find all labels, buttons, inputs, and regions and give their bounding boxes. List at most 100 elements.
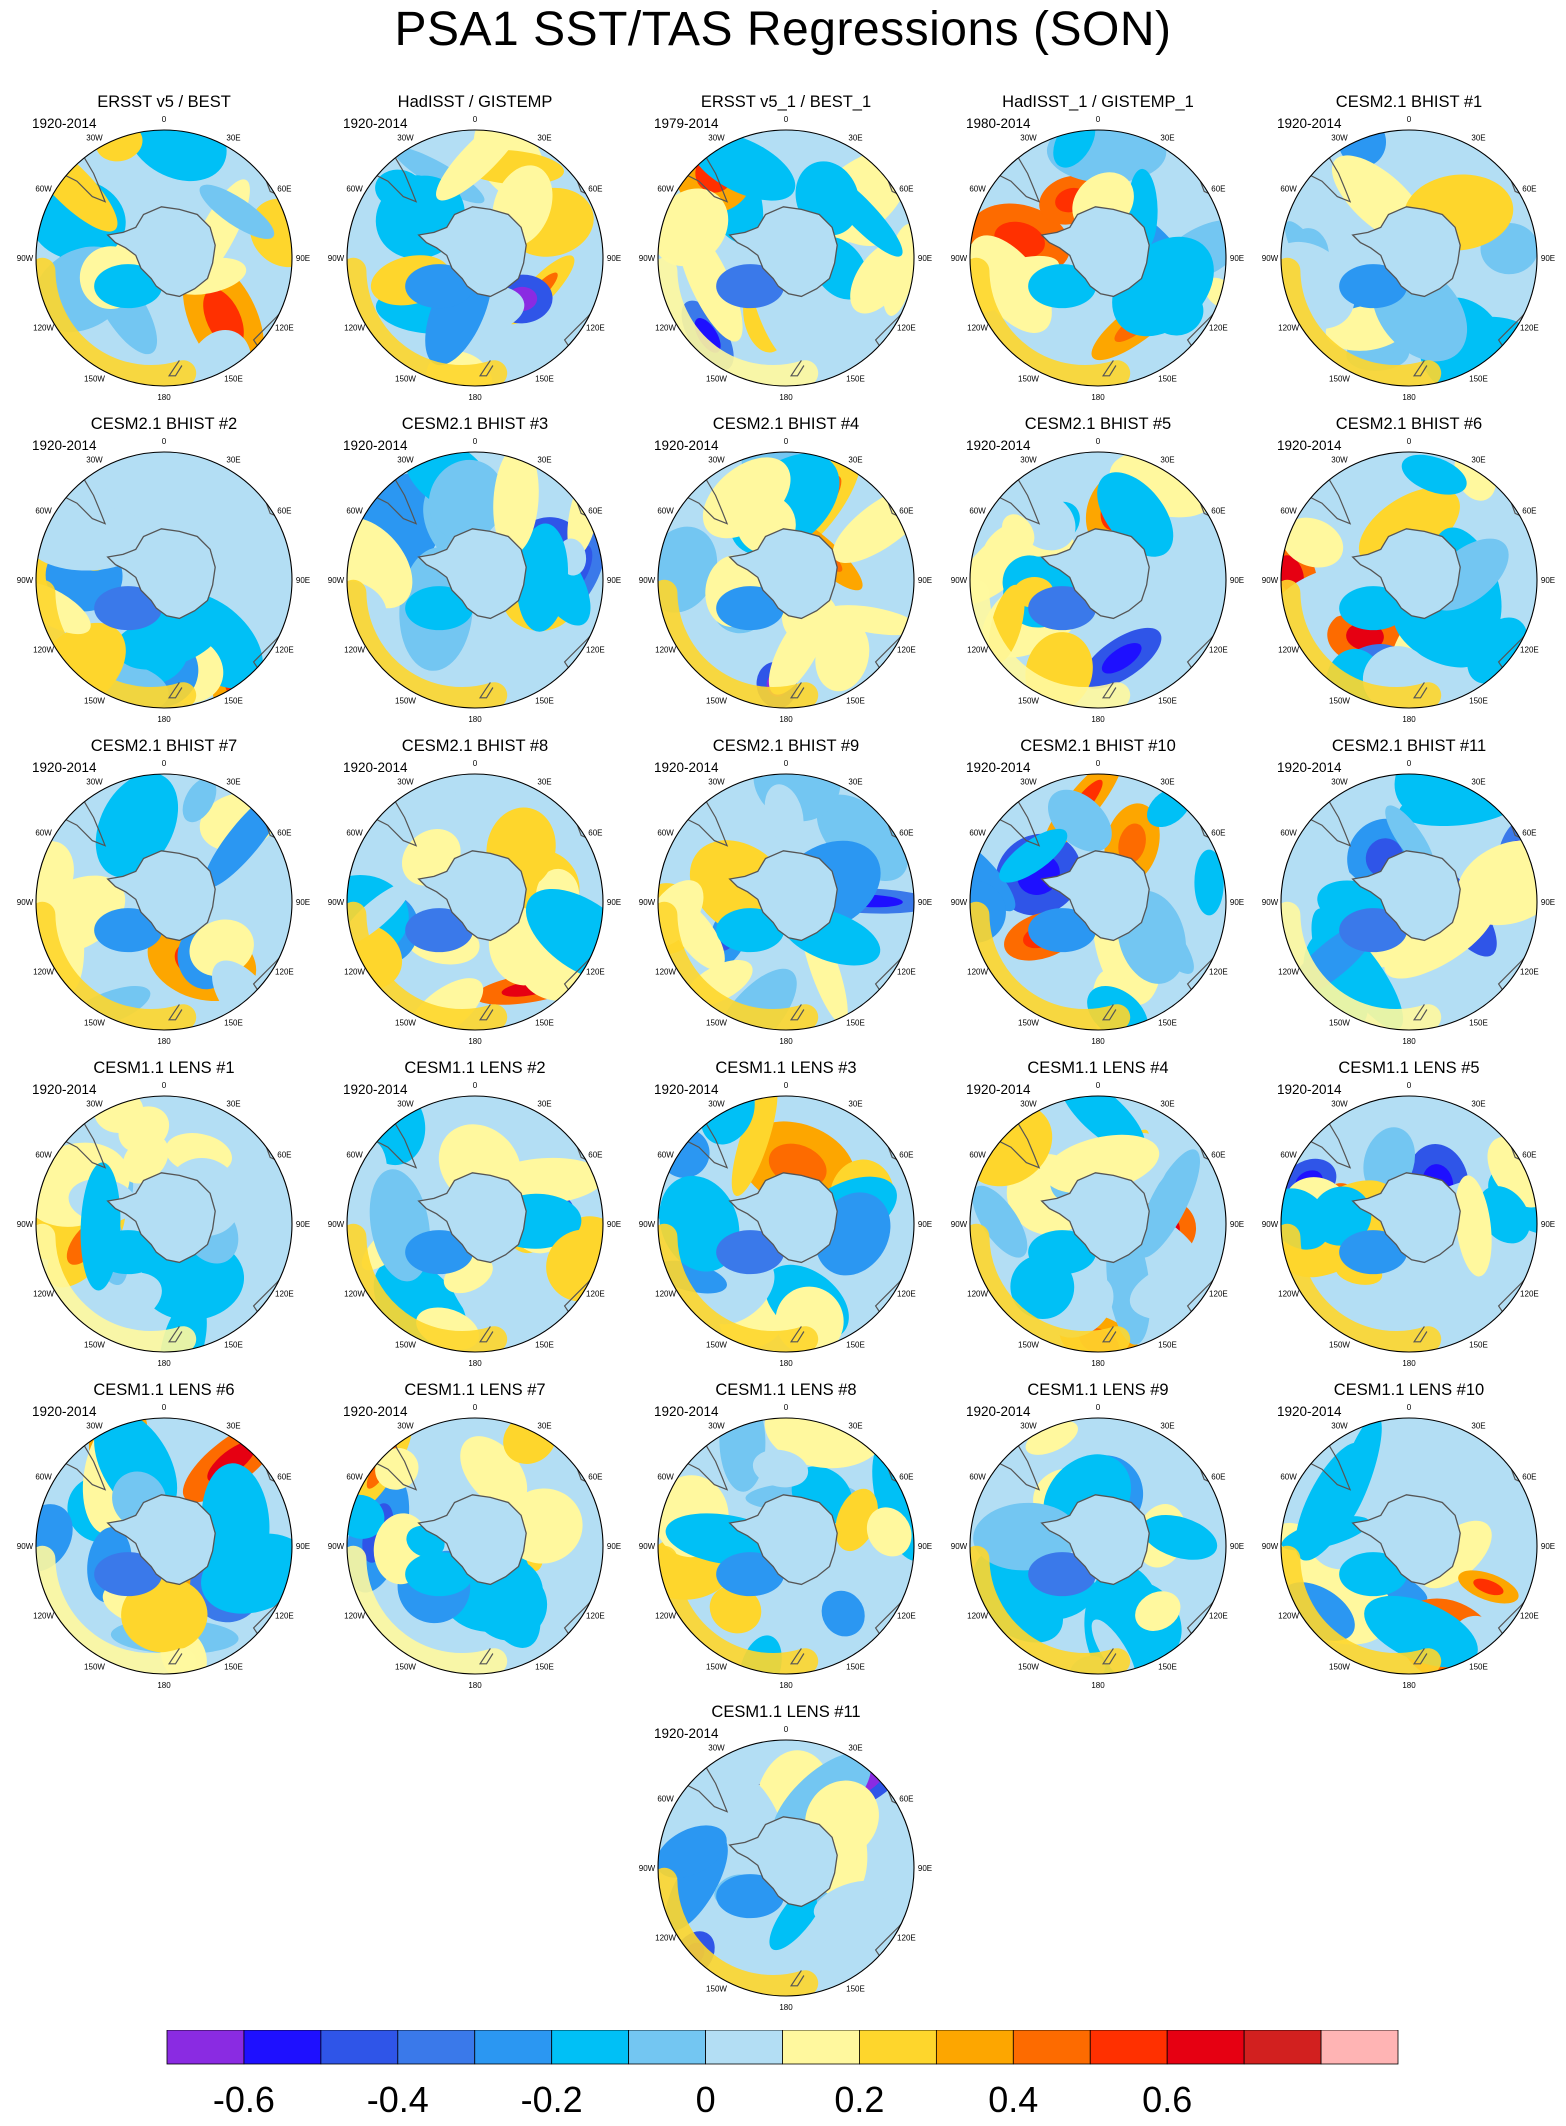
longitude-label: 90E (607, 254, 621, 263)
map-boundary (35, 129, 293, 387)
longitude-label: 30E (226, 778, 240, 787)
warm-anomaly-patch (1044, 1134, 1160, 1194)
longitude-label: 0 (473, 1081, 478, 1090)
warm-wave-band (36, 1223, 197, 1352)
regression-field (36, 1096, 292, 1352)
colorbar-swatch (628, 2030, 706, 2065)
longitude-label: 90W (639, 1864, 656, 1873)
map-panel: CESM1.1 LENS #3 1920-2014 0 30E 60E 90E 120E 15… (636, 1058, 936, 1378)
longitude-label: 0 (1096, 759, 1101, 768)
cool-anomaly-center (94, 586, 163, 631)
longitude-label: 30E (848, 1422, 862, 1431)
cool-anomaly-patch (821, 1590, 865, 1637)
map-boundary (969, 451, 1227, 709)
polar-map: 0 30E 60E 90E 120E 150E 180 150W 120W 90W 60W 30W (1262, 1081, 1555, 1368)
panel-title: CESM2.1 BHIST #3 (401, 415, 549, 433)
warm-wave-band (970, 1545, 1131, 1674)
longitude-label: 90E (1230, 576, 1244, 585)
map-boundary (35, 773, 293, 1031)
colorbar-tick-label: 0.2 (834, 2079, 884, 2120)
map-panel: CESM1.1 LENS #8 1920-2014 0 30E 60E 90E 120E 15… (636, 1380, 936, 1700)
longitude-label: 150W (706, 1662, 727, 1671)
new-zealand-coastline (167, 682, 183, 699)
longitude-label: 90W (639, 576, 656, 585)
warm-anomaly-patch (752, 1449, 809, 1488)
warm-anomaly-patch (189, 919, 254, 977)
panel-title: CESM1.1 LENS #8 (715, 1381, 857, 1399)
panel-period: 1920-2014 (654, 760, 719, 775)
longitude-label: 60E (588, 185, 602, 194)
colorbar-swatch (1243, 2030, 1322, 2065)
cool-anomaly-center (94, 1552, 163, 1597)
cool-anomaly-patch (1194, 849, 1224, 916)
longitude-label: 60W (657, 185, 674, 194)
colorbar: -0.6 -0.4 -0.2 0 0.2 0.4 0.6 (166, 2030, 1399, 2120)
longitude-label: 90W (1262, 1220, 1279, 1229)
panel-period: 1920-2014 (343, 760, 408, 775)
longitude-label: 90E (296, 576, 310, 585)
panel-title: CESM1.1 LENS #10 (1333, 1381, 1485, 1399)
antarctica-coastline (106, 206, 216, 298)
longitude-label: 180 (779, 393, 793, 402)
longitude-label: 60W (657, 1151, 674, 1160)
cool-anomaly-center (94, 908, 163, 953)
cool-anomaly-center (716, 586, 785, 631)
cool-anomaly-center (716, 1552, 785, 1597)
map-panel: CESM2.1 BHIST #3 1920-2014 0 30E 60E 90E 120E 1… (325, 414, 625, 734)
longitude-label: 150E (846, 1662, 865, 1671)
map-panel: CESM2.1 BHIST #10 1920-2014 0 30E 60E 90E 120E… (948, 736, 1248, 1056)
longitude-label: 0 (473, 759, 478, 768)
longitude-label: 90W (951, 254, 968, 263)
cool-anomaly-patch (1478, 1185, 1531, 1244)
longitude-label: 30W (1331, 456, 1348, 465)
longitude-label: 150W (395, 1662, 416, 1671)
cool-anomaly-patch (999, 828, 1068, 883)
polar-map: 0 30E 60E 90E 120E 150E 180 150W 120W 90W 60W 30W (328, 115, 621, 402)
longitude-label: 180 (468, 715, 482, 724)
longitude-label: 30W (397, 1422, 414, 1431)
colorbar-tick-label: -0.4 (367, 2079, 429, 2120)
longitude-label: 30E (1471, 1100, 1485, 1109)
longitude-label: 150W (706, 1018, 727, 1027)
cool-anomaly-patch (700, 1096, 755, 1145)
cool-anomaly-center (405, 1552, 474, 1597)
longitude-label: 150E (1158, 1662, 1177, 1671)
polar-map: 0 30E 60E 90E 120E 150E 180 150W 120W 90W 60W 30W (639, 759, 932, 1046)
longitude-label: 120W (967, 1612, 988, 1621)
anomaly-core (1473, 1578, 1504, 1596)
longitude-label: 90W (639, 1542, 656, 1551)
cool-anomaly-patch (1053, 130, 1096, 168)
longitude-label: 60E (1522, 185, 1536, 194)
panel-period: 1920-2014 (343, 1082, 408, 1097)
longitude-label: 0 (784, 1081, 789, 1090)
panel-title: CESM2.1 BHIST #10 (1020, 737, 1176, 755)
longitude-label: 60W (346, 507, 363, 516)
longitude-label: 30E (537, 778, 551, 787)
cool-anomaly-center (716, 1874, 785, 1919)
longitude-label: 120W (967, 324, 988, 333)
polar-map: 0 30E 60E 90E 120E 150E 180 150W 120W 90W 60W 30W (1262, 1403, 1555, 1690)
longitude-label: 90W (951, 898, 968, 907)
polar-map: 0 30E 60E 90E 120E 150E 180 150W 120W 90W 60W 30W (17, 759, 310, 1046)
longitude-label: 90W (1262, 898, 1279, 907)
longitude-label: 120W (344, 646, 365, 655)
regression-field (347, 452, 603, 708)
warm-wave-band (36, 901, 197, 1030)
longitude-label: 0 (162, 1403, 167, 1412)
longitude-label: 0 (162, 437, 167, 446)
longitude-label: 90E (918, 254, 932, 263)
antarctica-coastline (417, 528, 527, 620)
longitude-label: 30W (397, 778, 414, 787)
regression-field (36, 774, 292, 1030)
longitude-label: 150W (395, 1018, 416, 1027)
longitude-label: 60W (1280, 1151, 1297, 1160)
cool-anomaly-patch (658, 1825, 727, 1878)
regression-field (347, 130, 603, 386)
panel-period: 1920-2014 (966, 760, 1031, 775)
longitude-label: 120W (967, 646, 988, 655)
longitude-label: 180 (1402, 393, 1416, 402)
new-zealand-coastline (1101, 1326, 1117, 1343)
map-panel: CESM1.1 LENS #10 1920-2014 0 30E 60E 90E 120E 1… (1259, 1380, 1559, 1700)
longitude-label: 0 (1407, 437, 1412, 446)
cool-anomaly-patch (201, 1463, 270, 1583)
